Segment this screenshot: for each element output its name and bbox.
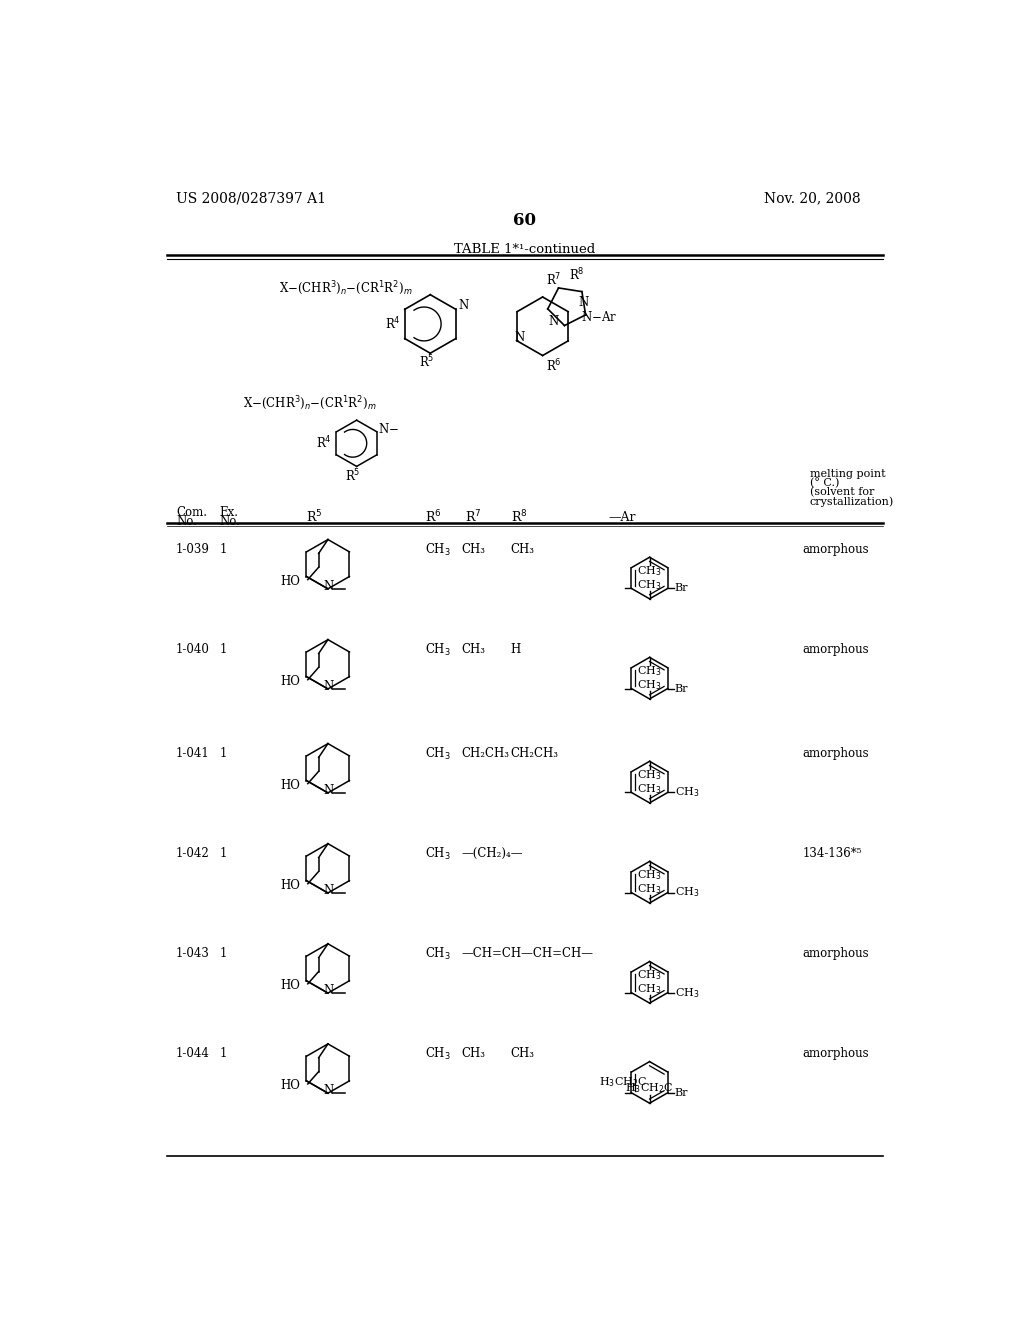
Text: CH$_3$: CH$_3$	[637, 564, 662, 578]
Text: CH$_3$: CH$_3$	[637, 969, 662, 982]
Text: (° C.): (° C.)	[810, 478, 840, 488]
Text: HO: HO	[281, 675, 301, 688]
Text: R$^6$: R$^6$	[547, 358, 562, 375]
Text: CH$_3$: CH$_3$	[675, 986, 699, 999]
Text: No.: No.	[219, 515, 241, 528]
Text: CH$_3$: CH$_3$	[425, 642, 451, 657]
Text: TABLE 1*¹-continued: TABLE 1*¹-continued	[455, 243, 595, 256]
Text: HO: HO	[281, 779, 301, 792]
Text: CH₂CH₃: CH₂CH₃	[461, 747, 509, 760]
Text: R$^8$: R$^8$	[569, 267, 585, 284]
Text: 1-044: 1-044	[176, 1047, 210, 1060]
Text: Br: Br	[675, 684, 688, 693]
Text: CH$_3$: CH$_3$	[425, 541, 451, 557]
Text: amorphous: amorphous	[802, 643, 869, 656]
Text: amorphous: amorphous	[802, 747, 869, 760]
Text: R$^5$: R$^5$	[419, 354, 434, 371]
Text: CH$_3$: CH$_3$	[637, 678, 662, 692]
Text: CH$_3$: CH$_3$	[675, 785, 699, 800]
Text: Com.: Com.	[176, 506, 207, 519]
Text: —CH=CH—CH=CH—: —CH=CH—CH=CH—	[461, 948, 593, 961]
Text: 1-041: 1-041	[176, 747, 210, 760]
Text: CH$_3$: CH$_3$	[637, 664, 662, 678]
Text: CH$_3$: CH$_3$	[425, 746, 451, 762]
Text: R$^7$: R$^7$	[546, 272, 561, 288]
Text: X$-$(CHR$^3$)$_n$$-$(CR$^1$R$^2$)$_m$: X$-$(CHR$^3$)$_n$$-$(CR$^1$R$^2$)$_m$	[280, 279, 413, 297]
Text: CH$_3$: CH$_3$	[637, 982, 662, 997]
Text: CH$_3$: CH$_3$	[425, 846, 451, 862]
Text: 1-042: 1-042	[176, 847, 210, 861]
Text: CH₃: CH₃	[461, 543, 485, 556]
Text: N: N	[324, 784, 334, 797]
Text: —Ar: —Ar	[608, 511, 636, 524]
Text: —(CH₂)₄—: —(CH₂)₄—	[461, 847, 522, 861]
Text: CH$_3$: CH$_3$	[425, 1045, 451, 1063]
Text: Ex.: Ex.	[219, 506, 239, 519]
Text: HO: HO	[281, 1078, 301, 1092]
Text: X$-$(CHR$^3$)$_n$$-$(CR$^1$R$^2$)$_m$: X$-$(CHR$^3$)$_n$$-$(CR$^1$R$^2$)$_m$	[243, 395, 376, 412]
Text: R$^4$: R$^4$	[316, 436, 332, 451]
Text: amorphous: amorphous	[802, 543, 869, 556]
Text: R$^5$: R$^5$	[345, 467, 360, 484]
Text: 1-039: 1-039	[176, 543, 210, 556]
Text: CH$_3$: CH$_3$	[637, 869, 662, 882]
Text: 1: 1	[219, 643, 227, 656]
Text: Br: Br	[675, 583, 688, 594]
Text: CH₃: CH₃	[510, 1047, 535, 1060]
Text: N: N	[324, 579, 334, 593]
Text: Br: Br	[675, 1088, 688, 1098]
Text: (solvent for: (solvent for	[810, 487, 874, 498]
Text: amorphous: amorphous	[802, 1047, 869, 1060]
Text: crystallization): crystallization)	[810, 496, 894, 507]
Text: CH₃: CH₃	[461, 643, 485, 656]
Text: 1: 1	[219, 847, 227, 861]
Text: Nov. 20, 2008: Nov. 20, 2008	[764, 191, 860, 206]
Text: CH₃: CH₃	[510, 543, 535, 556]
Text: N: N	[324, 884, 334, 898]
Text: CH$_3$: CH$_3$	[425, 945, 451, 962]
Text: H: H	[510, 643, 520, 656]
Text: 1-040: 1-040	[176, 643, 210, 656]
Text: CH$_3$: CH$_3$	[675, 886, 699, 899]
Text: N$-$Ar: N$-$Ar	[582, 310, 617, 325]
Text: US 2008/0287397 A1: US 2008/0287397 A1	[176, 191, 326, 206]
Text: CH$_3$: CH$_3$	[637, 578, 662, 591]
Text: 1: 1	[219, 747, 227, 760]
Text: CH$_3$: CH$_3$	[637, 783, 662, 796]
Text: R$^7$: R$^7$	[465, 510, 481, 525]
Text: N: N	[515, 331, 525, 345]
Text: N$-$: N$-$	[378, 422, 399, 437]
Text: CH$_3$: CH$_3$	[637, 882, 662, 896]
Text: R$^8$: R$^8$	[511, 510, 527, 525]
Text: CH$_3$: CH$_3$	[637, 768, 662, 781]
Text: CH₃: CH₃	[461, 1047, 485, 1060]
Text: 60: 60	[513, 211, 537, 228]
Text: CH₂CH₃: CH₂CH₃	[510, 747, 558, 760]
Text: R$^5$: R$^5$	[306, 510, 323, 525]
Text: R$^4$: R$^4$	[385, 315, 401, 333]
Text: 1: 1	[219, 543, 227, 556]
Text: amorphous: amorphous	[802, 948, 869, 961]
Text: 1: 1	[219, 1047, 227, 1060]
Text: HO: HO	[281, 979, 301, 991]
Text: 1: 1	[219, 948, 227, 961]
Text: melting point: melting point	[810, 469, 886, 479]
Text: 1-043: 1-043	[176, 948, 210, 961]
Text: HO: HO	[281, 574, 301, 587]
Text: N: N	[324, 680, 334, 693]
Text: N: N	[549, 315, 559, 329]
Text: H$_3$CH$_2$C: H$_3$CH$_2$C	[626, 1081, 674, 1096]
Text: H$_3$CH$_2$C: H$_3$CH$_2$C	[599, 1074, 648, 1089]
Text: N: N	[324, 985, 334, 998]
Text: No.: No.	[176, 515, 197, 528]
Text: N: N	[579, 296, 589, 309]
Text: HO: HO	[281, 879, 301, 892]
Text: R$^6$: R$^6$	[425, 510, 441, 525]
Text: N: N	[324, 1084, 334, 1097]
Text: 134-136*⁵: 134-136*⁵	[802, 847, 861, 861]
Text: N: N	[458, 298, 468, 312]
